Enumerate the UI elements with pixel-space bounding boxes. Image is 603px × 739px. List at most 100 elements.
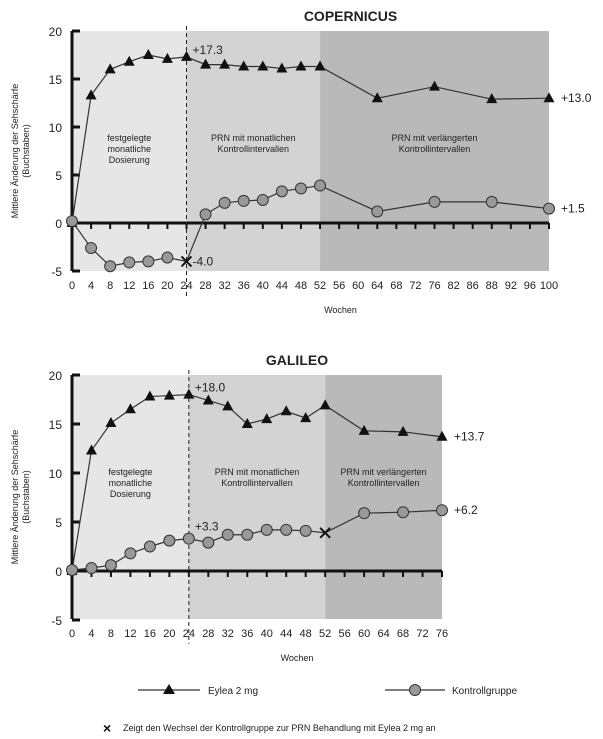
y-tick-label: -5: [51, 265, 62, 279]
control-point: [280, 523, 293, 536]
eylea-point: [123, 55, 135, 66]
x-tick-label: 36: [238, 280, 250, 292]
chart-title: GALILEO: [266, 352, 328, 368]
x-tick-label: 40: [257, 280, 269, 292]
control-point: [260, 523, 273, 536]
eylea-point: [295, 60, 307, 71]
x-tick-label: 76: [436, 628, 448, 640]
x-tick-label: 12: [124, 628, 136, 640]
x-tick-label: 8: [108, 628, 114, 640]
x-tick-label: 68: [397, 628, 409, 640]
x-tick-label: 48: [300, 628, 312, 640]
phase-label: PRN mit verlängerten Kontrollintervallen: [341, 467, 427, 488]
y-tick-label: 15: [49, 418, 63, 432]
eylea-point: [436, 430, 448, 441]
x-tick-label: 100: [540, 280, 558, 292]
control-point: [358, 507, 371, 520]
x-tick-label: 88: [486, 280, 498, 292]
x-tick-label: 0: [69, 628, 75, 640]
eylea-point: [180, 50, 192, 61]
control-point: [163, 534, 176, 547]
y-tick-label: 15: [49, 73, 63, 87]
phase-band: [320, 31, 549, 271]
x-tick-label: 12: [123, 280, 135, 292]
x-tick-label: 28: [199, 280, 211, 292]
control-point: [199, 208, 212, 221]
eylea-point: [397, 425, 409, 436]
x-tick-label: 44: [276, 280, 288, 292]
phase-label: festgelegte monatliche Dosierung: [107, 133, 151, 165]
control-point: [485, 195, 498, 208]
value-annotation: +6.2: [454, 503, 478, 517]
eylea-point: [486, 93, 498, 104]
control-point: [202, 536, 215, 549]
x-tick-label: 52: [319, 628, 331, 640]
phase-band: [72, 375, 189, 619]
x-tick-label: 76: [428, 280, 440, 292]
y-tick-label: 20: [49, 369, 63, 383]
x-tick-label: 60: [352, 280, 364, 292]
control-point: [142, 255, 155, 268]
control-point: [299, 524, 312, 537]
x-tick-label: 20: [161, 280, 173, 292]
eylea-point: [142, 49, 154, 59]
x-tick-label: 64: [371, 280, 383, 292]
switch-x-marker: [319, 527, 331, 539]
x-tick-label: 32: [222, 628, 234, 640]
eylea-point: [183, 388, 195, 399]
x-tick-label: 20: [163, 628, 175, 640]
eylea-point: [280, 405, 292, 416]
control-point: [256, 193, 269, 206]
eylea-point: [200, 58, 212, 69]
control-point: [104, 559, 117, 572]
eylea-point: [300, 412, 312, 423]
y-tick-label: 20: [49, 25, 63, 39]
phase-label: festgelegte monatliche Dosierung: [108, 467, 152, 499]
control-point: [66, 564, 78, 577]
control-point: [294, 182, 307, 195]
x-tick-label: 60: [358, 628, 370, 640]
x-tick-label: 68: [390, 280, 402, 292]
value-annotation: +13.7: [454, 430, 485, 444]
phase-band: [188, 375, 326, 619]
value-annotation: -4.0: [192, 254, 213, 268]
eylea-point: [238, 60, 250, 71]
phase-label: PRN mit monatlichen Kontrollintervallen: [211, 133, 296, 154]
control-point: [371, 205, 384, 218]
x-tick-label: 72: [416, 628, 428, 640]
control-point: [237, 194, 250, 207]
eylea-point: [257, 60, 269, 71]
phase-band: [72, 31, 187, 271]
control-point: [161, 251, 174, 264]
phase-band: [325, 375, 442, 619]
x-tick-label: 24: [183, 628, 195, 640]
x-tick-label: 72: [409, 280, 421, 292]
x-tick-label: 52: [314, 280, 326, 292]
value-annotation: +1.5: [561, 202, 585, 216]
eylea-point: [202, 394, 214, 405]
control-point: [428, 195, 441, 208]
phase-band: [186, 31, 321, 271]
control-point: [543, 202, 555, 215]
chart-copernicus: festgelegte monatliche Dosierung PRN mit mo…: [10, 8, 592, 315]
x-tick-label: 8: [107, 280, 113, 292]
y-tick-label: 5: [55, 516, 62, 530]
x-tick-label: 28: [202, 628, 214, 640]
x-tick-label: 36: [241, 628, 253, 640]
x-tick-label: 4: [88, 628, 94, 640]
eylea-point: [144, 390, 156, 401]
x-tick-label: 86: [467, 280, 479, 292]
x-tick-label: 96: [524, 280, 536, 292]
y-tick-label: 10: [49, 467, 63, 481]
y-tick-label: 5: [55, 169, 62, 183]
eylea-point: [241, 418, 253, 428]
x-tick-label: 16: [144, 628, 156, 640]
control-point: [123, 256, 136, 269]
control-point: [124, 547, 137, 560]
eylea-point: [319, 399, 331, 410]
control-point: [314, 179, 327, 192]
chart-galileo: festgelegte monatliche Dosierung PRN mit mo…: [10, 352, 485, 663]
eylea-point: [276, 62, 288, 73]
eylea-point: [261, 413, 273, 424]
